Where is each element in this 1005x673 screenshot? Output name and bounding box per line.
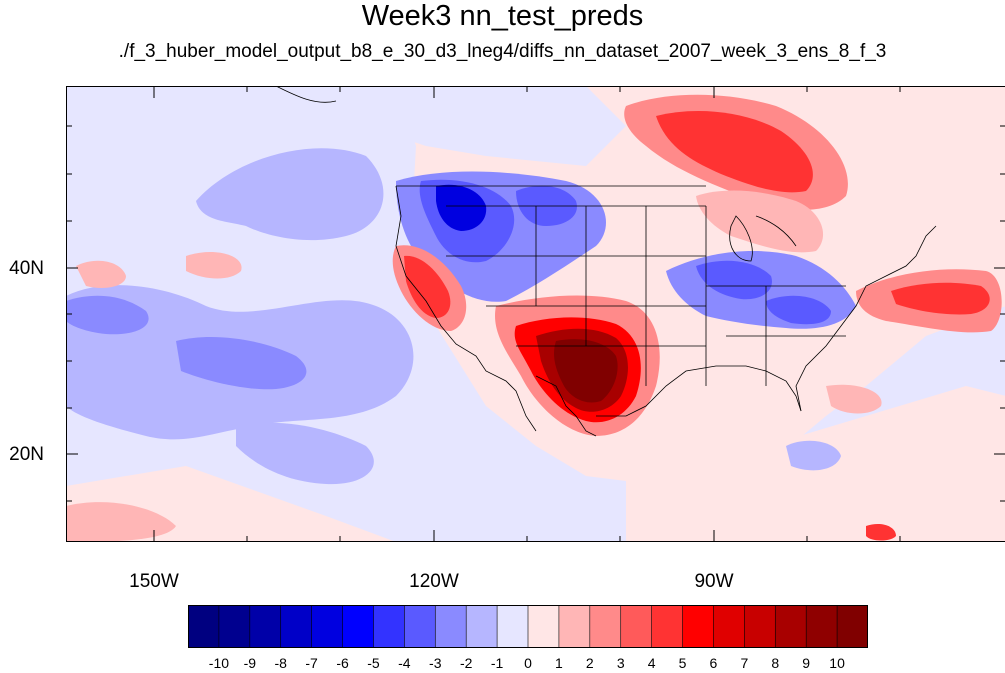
colorbar-label: -2 — [449, 655, 483, 672]
colorbar-swatch — [466, 605, 497, 648]
colorbar-label: 7 — [727, 655, 761, 672]
colorbar-label: -4 — [387, 655, 421, 672]
colorbar — [188, 605, 868, 648]
colorbar-swatch — [837, 605, 868, 648]
colorbar-label: 6 — [696, 655, 730, 672]
colorbar-swatch — [250, 605, 281, 648]
colorbar-label: 8 — [758, 655, 792, 672]
colorbar-swatch — [435, 605, 466, 648]
colorbar-swatch — [188, 605, 219, 648]
colorbar-label: -7 — [295, 655, 329, 672]
colorbar-label: 9 — [789, 655, 823, 672]
colorbar-label: -8 — [264, 655, 298, 672]
y-tick-label-20n: 20N — [0, 444, 44, 466]
colorbar-swatch — [621, 605, 652, 648]
colorbar-swatch — [713, 605, 744, 648]
colorbar-swatch — [343, 605, 374, 648]
map-subtitle: ./f_3_huber_model_output_b8_e_30_d3_lneg… — [0, 40, 1005, 64]
colorbar-swatch — [559, 605, 590, 648]
colorbar-swatch — [373, 605, 404, 648]
colorbar-label: 10 — [820, 655, 854, 672]
colorbar-label: -9 — [233, 655, 267, 672]
colorbar-label: -10 — [202, 655, 236, 672]
colorbar-label: -1 — [480, 655, 514, 672]
colorbar-label: -6 — [326, 655, 360, 672]
colorbar-swatch — [281, 605, 312, 648]
map-title: Week3 nn_test_preds — [0, 0, 1005, 32]
colorbar-swatch — [497, 605, 528, 648]
colorbar-swatch — [652, 605, 683, 648]
colorbar-swatch — [404, 605, 435, 648]
colorbar-swatch — [683, 605, 714, 648]
colorbar-label: -3 — [418, 655, 452, 672]
colorbar-label: -5 — [356, 655, 390, 672]
y-tick-label-40n: 40N — [0, 258, 44, 280]
colorbar-swatch — [590, 605, 621, 648]
x-tick-label-90w: 90W — [674, 571, 754, 593]
colorbar-swatch — [744, 605, 775, 648]
colorbar-label: 0 — [511, 655, 545, 672]
colorbar-swatch — [806, 605, 837, 648]
colorbar-swatch — [528, 605, 559, 648]
colorbar-label: 1 — [542, 655, 576, 672]
colorbar-swatch — [775, 605, 806, 648]
x-tick-label-150w: 150W — [114, 571, 194, 593]
colorbar-label: 3 — [604, 655, 638, 672]
map-field — [66, 86, 1005, 542]
colorbar-label: 4 — [635, 655, 669, 672]
map-panel — [66, 86, 1005, 542]
colorbar-label: 5 — [666, 655, 700, 672]
x-tick-label-120w: 120W — [394, 571, 474, 593]
colorbar-label: 2 — [573, 655, 607, 672]
colorbar-swatch — [312, 605, 343, 648]
colorbar-swatch — [219, 605, 250, 648]
